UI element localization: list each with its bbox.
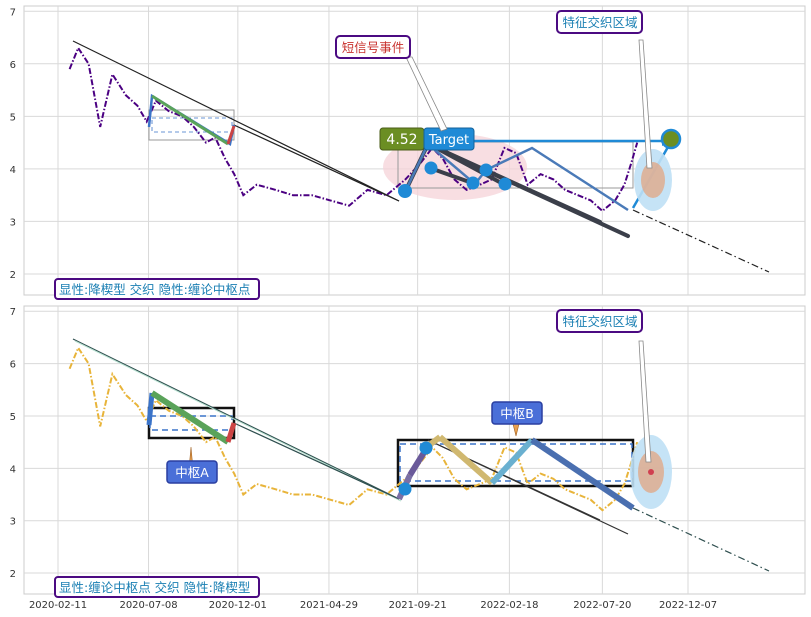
y-tick-label: 4	[10, 165, 16, 176]
feature-region-label-top: 特征交织区域	[562, 15, 637, 30]
y-tick-label: 7	[10, 7, 16, 18]
feature-region-callout-top: 特征交织区域	[556, 10, 653, 169]
target-label: 4.52 Target	[379, 127, 475, 151]
wedge-lower-line-bottom	[233, 422, 400, 500]
x-tick-label: 2021-04-29	[300, 600, 358, 611]
y-tick-label: 2	[10, 569, 16, 580]
y-tick-label: 5	[10, 412, 16, 423]
feature-region-callout-bottom: 特征交织区域	[556, 309, 652, 463]
x-tick-label: 2022-12-07	[659, 600, 717, 611]
bottom-panel: 2 3 4 5 6 7	[10, 305, 806, 611]
y-tick-label: 3	[10, 517, 16, 528]
center-a-callout: 中枢A	[166, 446, 218, 484]
top-panel: 2 3 4 5 6 7	[10, 5, 806, 300]
x-tick-label: 2022-07-20	[573, 600, 631, 611]
pivot-b-point	[398, 482, 412, 496]
center-b-callout: 中枢B	[491, 401, 543, 437]
y-tick-label: 3	[10, 217, 16, 228]
wedge-projection-line	[632, 209, 770, 273]
pivot-b-segment-blue	[530, 437, 635, 511]
pivot-b-segment-tan	[438, 434, 494, 486]
wedge-lower-line	[233, 124, 400, 202]
bottom-plot-area	[23, 305, 806, 595]
wedge-upper-line-bottom	[72, 338, 400, 500]
short-signal-label: 短信号事件	[342, 40, 405, 55]
target-point	[660, 128, 682, 150]
center-a-label: 中枢A	[175, 465, 209, 480]
feature-center-point	[648, 469, 654, 475]
target-label-text: Target	[428, 133, 469, 148]
x-tick-label: 2021-09-21	[389, 600, 447, 611]
signal-point	[479, 163, 493, 177]
signal-point	[498, 177, 512, 191]
top-legend: 显性:降楔型 交织 隐性:缠论中枢点	[54, 278, 260, 300]
top-grid	[24, 6, 805, 295]
pivot-segment-green	[151, 94, 229, 146]
target-value: 4.52	[386, 132, 417, 148]
top-y-ticks: 2 3 4 5 6 7	[10, 7, 16, 281]
wedge-upper-line	[72, 40, 400, 202]
early-pattern-inner-box	[151, 117, 233, 133]
x-tick-label: 2020-02-11	[29, 600, 87, 611]
bottom-legend-text: 显性:缠论中枢点 交织 隐性:降楔型	[59, 580, 250, 595]
top-legend-text: 显性:降楔型 交织 隐性:缠论中枢点	[59, 282, 250, 297]
signal-point	[424, 161, 438, 175]
pivot-a-segment-green	[150, 390, 230, 445]
pivot-a-segment-red	[225, 422, 237, 443]
center-b-label: 中枢B	[500, 406, 534, 421]
short-signal-callout: 短信号事件	[335, 35, 448, 132]
x-ticks: 2020-02-11 2020-07-08 2020-12-01 2021-04-29…	[29, 600, 717, 611]
bottom-y-ticks: 2 3 4 5 6 7	[10, 307, 16, 580]
wedge-projection-line-bottom	[632, 507, 770, 572]
signal-point	[398, 184, 412, 198]
price-series-line-bottom	[68, 345, 639, 512]
y-tick-label: 7	[10, 307, 16, 318]
bottom-legend: 显性:缠论中枢点 交织 隐性:降楔型	[54, 576, 260, 598]
x-tick-label: 2022-02-18	[480, 600, 538, 611]
y-tick-label: 4	[10, 464, 16, 475]
y-tick-label: 6	[10, 60, 16, 71]
signal-path-blue	[403, 141, 629, 212]
pivot-b-point	[419, 441, 433, 455]
pivot-segment-red	[226, 125, 236, 145]
top-signal-points	[398, 161, 512, 198]
x-tick-label: 2020-07-08	[119, 600, 177, 611]
y-tick-label: 6	[10, 360, 16, 371]
pivot-b-segment-cyan	[489, 437, 535, 486]
x-tick-label: 2020-12-01	[209, 600, 267, 611]
y-tick-label: 2	[10, 270, 16, 281]
pivot-a-segment-blue	[146, 392, 155, 426]
feature-region-label-bottom: 特征交织区域	[562, 314, 637, 329]
signal-point	[466, 176, 480, 190]
feature-region-core	[641, 162, 665, 198]
y-tick-label: 5	[10, 112, 16, 123]
